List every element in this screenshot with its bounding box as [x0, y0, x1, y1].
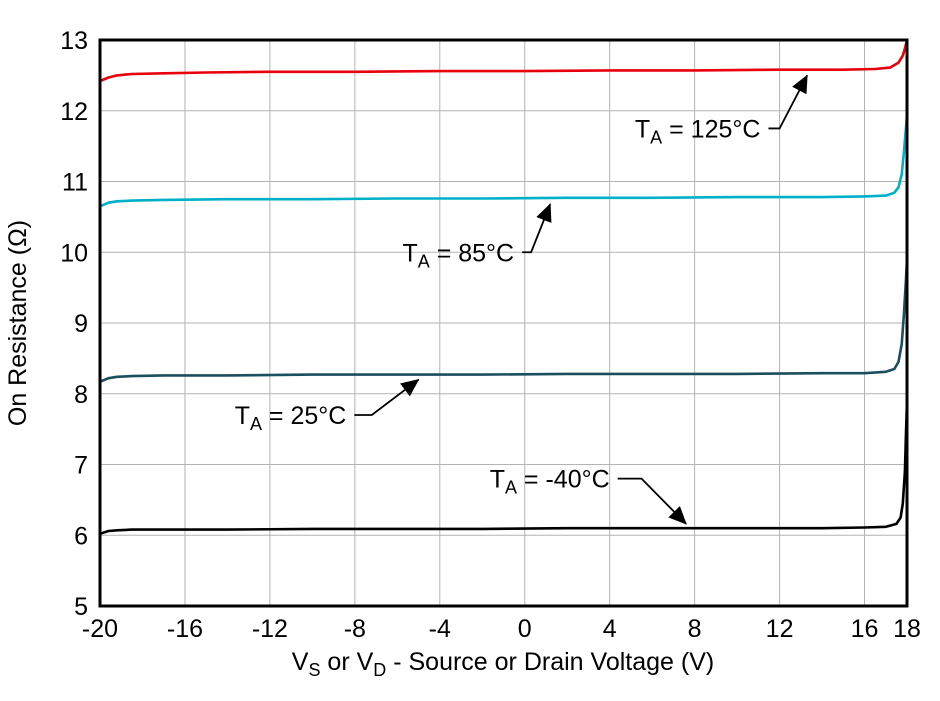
x-tick-label: -12	[252, 615, 288, 643]
x-tick-label: 8	[688, 615, 702, 643]
y-tick-label: 12	[60, 98, 88, 126]
series-line	[98, 38, 909, 83]
annotation-label: TA = 125°C	[635, 115, 761, 147]
y-tick-label: 10	[60, 239, 88, 267]
y-tick-label: 5	[74, 593, 88, 621]
y-axis-title: On Resistance (Ω)	[4, 220, 32, 426]
plot-area: -20 -16 -12 -8 -4 0 4 8 12 16 18 5 6 7 8 9 10 11 12 13 TA = …	[60, 27, 921, 643]
x-tick-label: -20	[82, 615, 118, 643]
x-tick-label: 12	[766, 615, 794, 643]
x-tick-label: -4	[429, 615, 451, 643]
annotation-arrow	[354, 378, 420, 416]
y-tick-label: 13	[60, 27, 88, 55]
y-tick-label: 8	[74, 381, 88, 409]
annotation-arrow	[522, 203, 552, 254]
annotation-label: TA = 25°C	[235, 402, 347, 434]
series-line	[98, 399, 909, 536]
x-tick-label: -8	[344, 615, 366, 643]
y-tick-label: 7	[74, 452, 88, 480]
series-line	[98, 257, 909, 384]
y-tick-label: 6	[74, 522, 88, 550]
x-tick-label: -16	[167, 615, 203, 643]
x-axis-title: VS or VD - Source or Drain Voltage (V)	[292, 648, 714, 680]
y-tick-label: 11	[62, 169, 88, 197]
x-tick-label: 18	[893, 615, 921, 643]
y-tick-label: 9	[74, 310, 88, 338]
annotation-label: TA = 85°C	[402, 239, 514, 271]
x-tick-label: 0	[518, 615, 532, 643]
x-tick-label: 4	[603, 615, 617, 643]
series-line	[98, 113, 909, 208]
annotation-label: TA = -40°C	[490, 466, 610, 498]
axis-border	[98, 38, 909, 608]
annotation-arrow	[617, 477, 687, 525]
x-tick-label: 16	[851, 615, 879, 643]
annotation-arrow	[768, 74, 808, 130]
